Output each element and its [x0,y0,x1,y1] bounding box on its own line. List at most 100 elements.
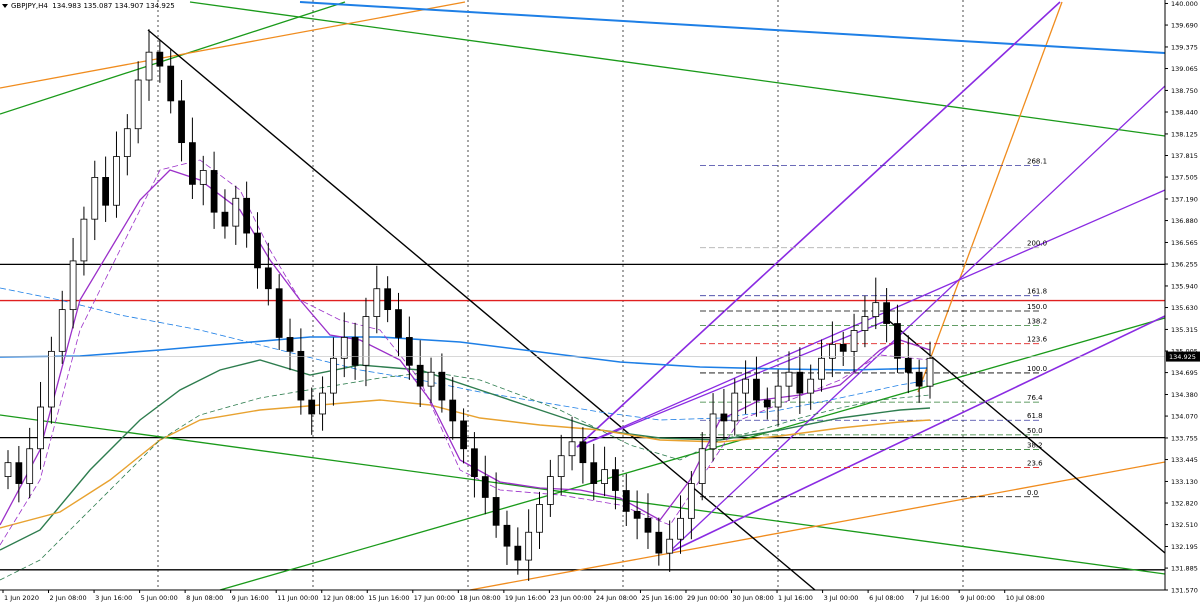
candle-body [308,399,316,415]
candle-body [330,357,337,394]
price-tick-label: 135.940 [1171,282,1198,290]
fib-level-label: 123.6 [1027,336,1048,344]
candle-body [264,267,272,290]
candle-body [69,260,77,311]
time-tick-label: 24 Jun 08:00 [596,594,637,602]
candle-body [58,309,66,352]
price-tick-label: 139.065 [1171,65,1198,73]
trendline-orange [917,1,1063,393]
trendline-purple [667,85,1165,554]
candle-body [189,142,196,185]
fib-level-label: 50.0 [1027,427,1043,435]
candle-body [492,497,500,526]
candle-body [612,469,619,491]
time-tick-label: 25 Jun 16:00 [641,594,682,602]
price-tick-label: 139.690 [1171,22,1198,30]
time-tick-label: 9 Jul 00:00 [960,594,995,602]
trendline-green [189,1,1165,137]
time-tick-label: 12 Jun 08:00 [323,594,364,602]
time-tick-label: 11 Jun 00:00 [277,594,318,602]
candle-body [362,316,370,366]
candle-body [4,462,12,477]
time-tick-label: 8 Jun 08:00 [186,594,223,602]
candle-body [286,337,294,352]
time-tick-label: 19 Jun 16:00 [505,594,546,602]
price-tick-label: 136.255 [1171,261,1198,269]
price-tick-label: 133.755 [1171,434,1198,442]
time-tick-label: 7 Jul 16:00 [915,594,950,602]
candle-body [319,392,326,415]
time-tick-label: 10 Jul 08:00 [1006,594,1045,602]
candle-body [861,316,869,331]
time-tick-label: 2 Jun 08:00 [50,594,87,602]
candle-body [254,232,261,269]
trendline-black [887,319,1165,554]
dropdown-arrow-icon[interactable] [2,4,8,8]
candle-body [774,385,782,408]
candles [4,29,934,581]
price-tick-label: 138.750 [1171,87,1198,95]
candle-body [178,100,185,144]
price-tick-label: 138.125 [1171,130,1198,138]
trendline-purple [576,319,889,448]
price-tick-label: 131.885 [1171,565,1198,573]
candle-body [243,197,251,234]
trendline-purple [576,1,1061,448]
fib-level-label: 76.4 [1027,394,1043,402]
fib-level-label: 138.2 [1027,318,1047,326]
time-tick-label: 30 Jun 08:00 [733,594,774,602]
candle-body [156,51,164,67]
candle-body [915,371,923,387]
candle-body [633,510,641,519]
candle-body [568,441,576,457]
plot-area: 268.1 200.0 161.8 150.0 138.2 123.6 100.0 76.4 6… [0,1,1165,590]
fib-level-label: 61.8 [1027,412,1043,420]
candle-body [818,357,825,380]
price-tick-label: 134.380 [1171,391,1198,399]
candle-body [698,448,706,484]
time-tick-label: 15 Jun 16:00 [368,594,409,602]
candle-body [134,79,142,130]
candle-body [763,399,771,408]
candle-body [742,378,749,394]
time-tick-label: 23 Jun 00:00 [550,594,591,602]
time-tick-label: 3 Jun 16:00 [95,594,132,602]
candle-body [753,378,760,401]
price-tick-label: 134.070 [1171,413,1198,421]
ohlc-readout: 134.983 135.087 134.907 134.925 [52,2,175,10]
candle-body [666,538,674,554]
candle-body [405,337,413,366]
trendline-orange [469,461,1165,590]
candle-body [395,309,402,338]
candle-body [850,330,858,352]
fib-level-label: 268.1 [1027,158,1047,166]
candle-body [26,448,34,484]
fib-level-label: 0.0 [1027,489,1038,497]
candle-body [384,288,392,311]
candle-body [503,524,511,547]
candle-body [297,350,305,401]
candle-body [373,288,381,317]
candle-body [785,371,793,387]
candle-body [471,448,478,477]
trendline-green [0,1,346,115]
candle-body [590,462,598,484]
candle-body [123,128,131,157]
price-tick-label: 132.510 [1171,521,1198,529]
candle-body [904,357,912,373]
price-tick-label: 140.000 [1171,0,1198,8]
price-tick-label: 138.440 [1171,109,1198,117]
candle-body [536,504,543,533]
candle-body [644,517,652,533]
candle-body [145,51,153,81]
time-tick-label: 1 Jun 2020 [4,594,39,602]
candle-body [275,288,283,338]
price-tick-label: 137.190 [1171,195,1198,203]
candle-body [199,170,207,185]
candle-body [91,177,99,220]
fib-level-label: 200.0 [1027,240,1047,248]
moving-average-green-dashed [0,371,931,581]
moving-average-blue [0,336,931,371]
